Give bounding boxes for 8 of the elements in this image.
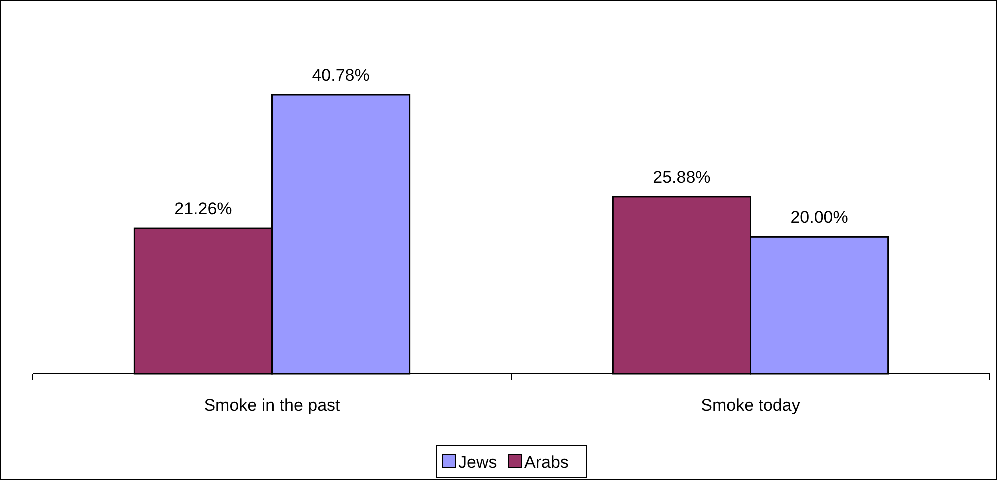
x-tick-label: Smoke in the past: [204, 396, 341, 415]
data-label: 20.00%: [790, 208, 848, 228]
legend-label: Arabs: [524, 453, 569, 472]
data-label: 25.88%: [653, 168, 711, 187]
legend-label: Jews: [458, 453, 498, 472]
data-label: 21.26%: [174, 200, 232, 219]
data-label: 40.78%: [312, 66, 370, 85]
x-tick-label: Smoke today: [701, 396, 801, 415]
